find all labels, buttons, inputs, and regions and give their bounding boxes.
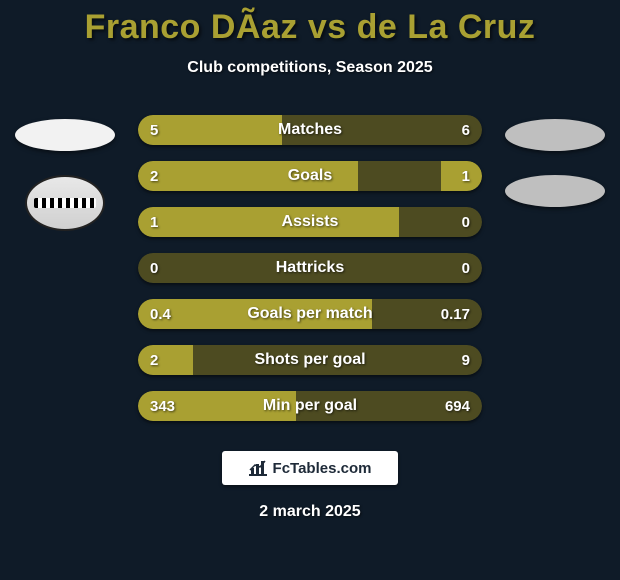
stat-label: Assists [138,207,482,237]
stat-label: Shots per goal [138,345,482,375]
footer-date: 2 march 2025 [0,503,620,521]
chart-icon [249,460,267,476]
content-row: 56Matches 21Goals 10Assists 00Hattricks 0.40… [0,115,620,421]
stat-bar: 21Goals [138,161,482,191]
player-right-avatar [505,119,605,151]
right-side-column [500,115,610,207]
comparison-infographic: Franco DÃ­az vs de La Cruz Club competit… [0,0,620,580]
left-side-column [10,115,120,231]
player-left-avatar [15,119,115,151]
brand-badge: FcTables.com [222,451,398,485]
stat-label: Goals per match [138,299,482,329]
page-title: Franco DÃ­az vs de La Cruz [0,8,620,47]
stat-bar: 56Matches [138,115,482,145]
page-subtitle: Club competitions, Season 2025 [0,59,620,77]
stat-label: Hattricks [138,253,482,283]
stat-bar: 10Assists [138,207,482,237]
stats-bars: 56Matches 21Goals 10Assists 00Hattricks 0.40… [138,115,482,421]
stat-bar: 29Shots per goal [138,345,482,375]
club-left-logo [25,175,105,231]
stat-label: Min per goal [138,391,482,421]
stat-label: Goals [138,161,482,191]
stat-label: Matches [138,115,482,145]
stat-bar: 00Hattricks [138,253,482,283]
brand-label: FcTables.com [273,460,372,477]
stat-bar: 343694Min per goal [138,391,482,421]
stat-bar: 0.40.17Goals per match [138,299,482,329]
club-right-placeholder [505,175,605,207]
